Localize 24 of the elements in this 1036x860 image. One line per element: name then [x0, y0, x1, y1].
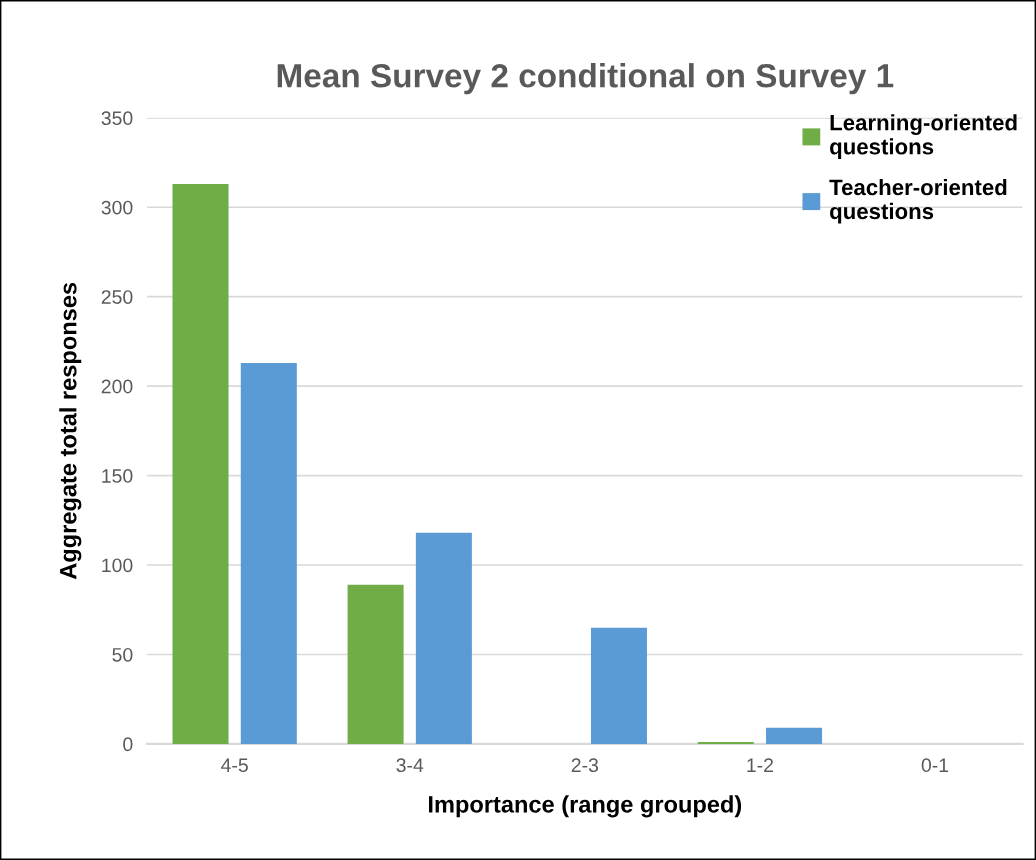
y-axis-title: Aggregate total responses: [59, 282, 82, 580]
x-axis-title: Importance (range grouped): [428, 795, 742, 818]
y-tick-label: 0: [123, 737, 133, 752]
chart-title: Mean Survey 2 conditional on Survey 1: [277, 63, 894, 95]
y-tick-label: 150: [102, 469, 133, 483]
y-tick-label: 100: [102, 558, 133, 573]
x-tick-label: 0-1: [921, 758, 949, 773]
x-tick-label: 4-5: [221, 758, 248, 773]
bar: [590, 627, 647, 744]
bar: [240, 362, 297, 744]
x-tick-label: 1-2: [747, 758, 773, 772]
bar: [415, 532, 472, 744]
bar: [766, 727, 823, 744]
y-tick-label: 350: [101, 111, 133, 126]
legend-label: Learning-oriented questions: [830, 114, 1017, 159]
y-tick-label: 250: [101, 290, 133, 304]
x-tick-label: 2-3: [571, 758, 599, 773]
legend-label: Teacher-oriented questions: [829, 178, 1007, 224]
bar: [347, 584, 404, 744]
y-tick-label: 300: [101, 200, 133, 215]
y-tick-label: 200: [101, 379, 133, 394]
bar: [172, 184, 229, 744]
x-tick-label: 3-4: [396, 758, 424, 773]
y-tick-label: 50: [112, 647, 133, 662]
